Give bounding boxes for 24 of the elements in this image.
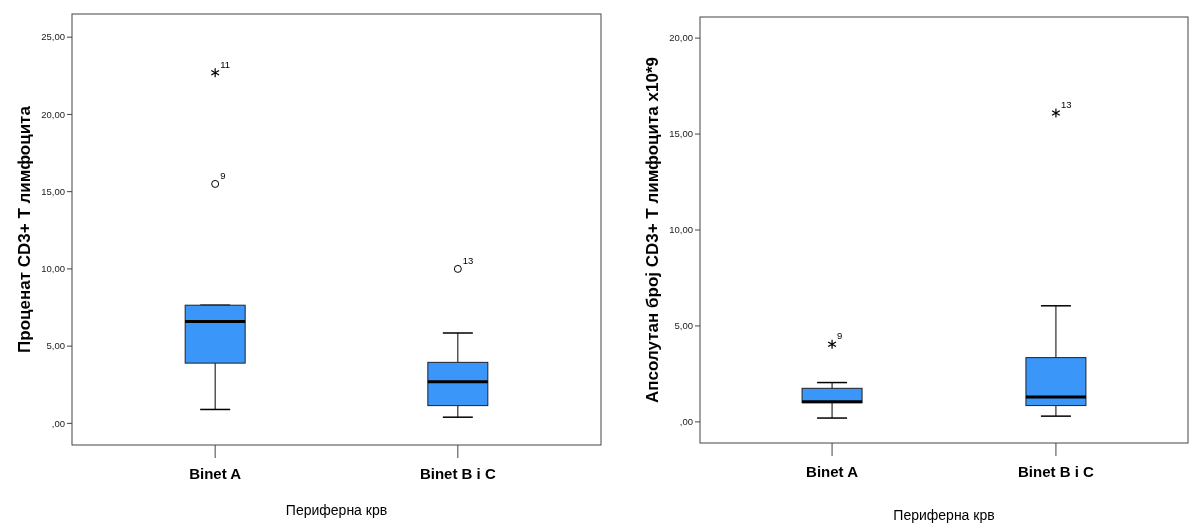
y-tick-label: 15,00 xyxy=(41,185,65,197)
y-tick-label: 15,00 xyxy=(669,128,693,140)
y-tick-label: 5,00 xyxy=(674,320,693,332)
y-axis-title: Апсолутан број CD3+ T лимфоцита x10*9 xyxy=(643,57,662,403)
y-tick-label: ,00 xyxy=(679,416,693,428)
x-tick-label: Binet A xyxy=(806,463,859,480)
y-tick-label: 20,00 xyxy=(41,108,65,120)
y-tick-label: ,00 xyxy=(51,417,65,429)
x-tick-label: Binet B i C xyxy=(419,465,496,482)
x-tick-label: Binet B i C xyxy=(1018,463,1095,480)
annotation: 9 xyxy=(837,330,843,342)
annotation: 9 xyxy=(220,169,226,181)
y-tick-label: 5,00 xyxy=(46,340,65,352)
y-tick-label: 25,00 xyxy=(41,31,65,43)
annotation: 13 xyxy=(1060,98,1072,110)
annotation: 13 xyxy=(462,254,474,266)
x-axis-title: Периферна крв xyxy=(285,502,388,518)
y-tick-label: 10,00 xyxy=(41,263,65,275)
y-tick-label: 10,00 xyxy=(669,224,693,236)
annotation: 11 xyxy=(220,58,231,70)
y-axis-title: Проценат CD3+ T лимфоцита xyxy=(15,105,34,353)
x-axis-title: Периферна крв xyxy=(893,507,995,523)
y-tick-label: 20,00 xyxy=(669,32,693,44)
x-tick-label: Binet A xyxy=(189,465,242,482)
